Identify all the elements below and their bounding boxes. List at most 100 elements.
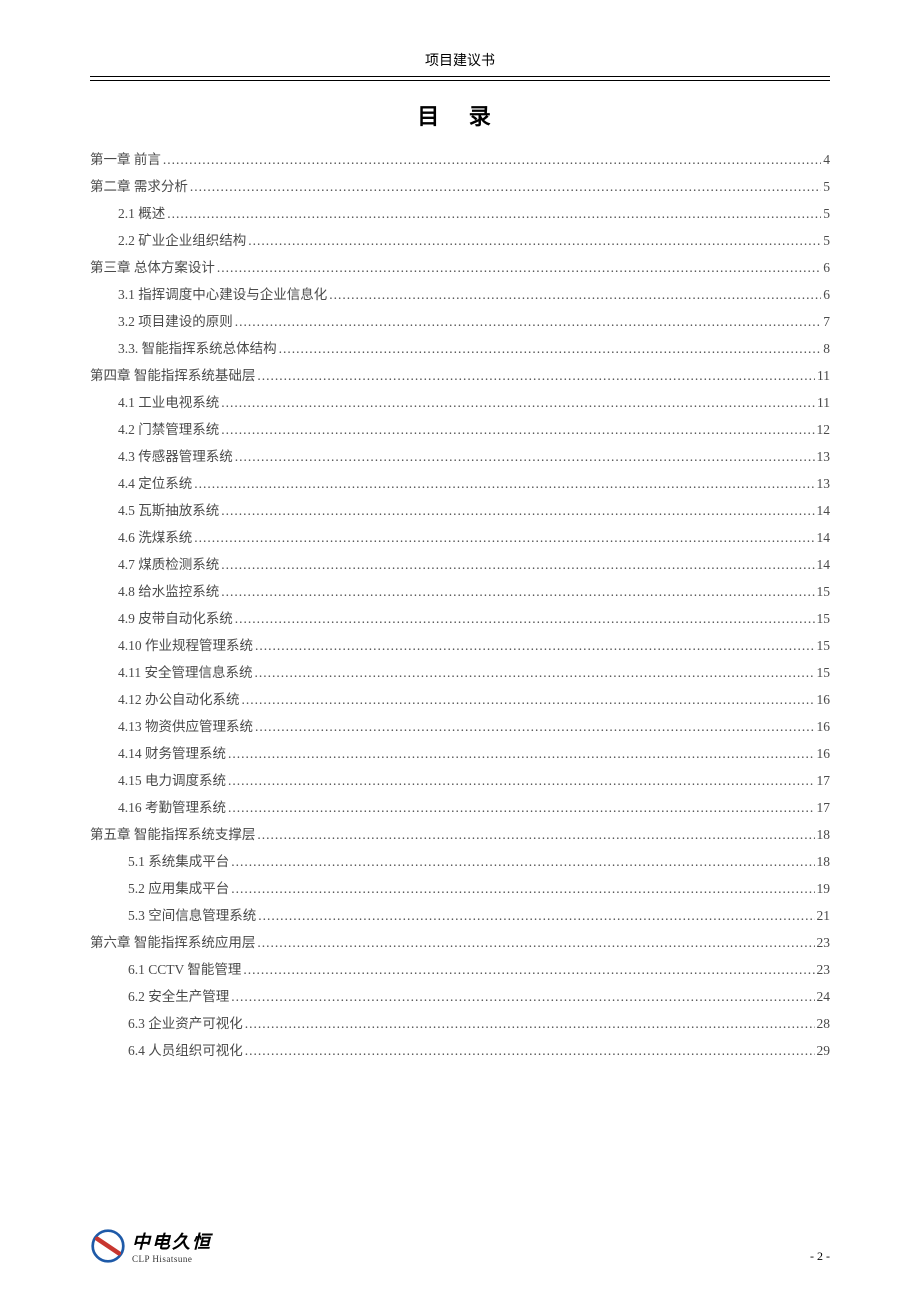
toc-entry: 5.1 系统集成平台18 [90, 855, 830, 869]
toc-entry-page: 5 [823, 234, 830, 248]
toc-entry-page: 6 [823, 261, 830, 275]
toc-entry-page: 21 [817, 909, 831, 923]
toc-leader-dots [228, 801, 815, 815]
toc-leader-dots [242, 693, 815, 707]
toc-entry-page: 6 [823, 288, 830, 302]
toc-entry: 4.6 洗煤系统 14 [90, 531, 830, 545]
toc-entry-label: 4.3 传感器管理系统 [118, 450, 233, 464]
toc-entry-label: 3.1 指挥调度中心建设与企业信息化 [118, 288, 327, 302]
toc-entry-page: 5 [823, 180, 830, 194]
toc-leader-dots [257, 828, 814, 842]
logo: 中电久恒 CLP Hisatsune [90, 1228, 212, 1264]
toc-entry: 第二章 需求分析5 [90, 180, 830, 194]
toc-entry-label: 5.2 应用集成平台 [128, 882, 229, 896]
toc-entry: 第五章 智能指挥系统支撑层18 [90, 828, 830, 842]
toc-entry-page: 11 [817, 369, 830, 383]
toc-leader-dots [255, 720, 815, 734]
toc-entry-label: 4.9 皮带自动化系统 [118, 612, 233, 626]
toc-entry-page: 15 [817, 585, 831, 599]
toc-entry-label: 第五章 智能指挥系统支撑层 [90, 828, 255, 842]
toc-entry: 第一章 前言 4 [90, 153, 830, 167]
toc-entry-page: 16 [817, 720, 831, 734]
toc-entry: 4.8 给水监控系统 15 [90, 585, 830, 599]
logo-mark-icon [90, 1228, 126, 1264]
toc-entry-label: 6.3 企业资产可视化 [128, 1017, 243, 1031]
toc-entry: 5.2 应用集成平台 19 [90, 882, 830, 896]
toc-entry-label: 4.2 门禁管理系统 [118, 423, 219, 437]
toc-entry: 4.11 安全管理信息系统15 [90, 666, 830, 680]
toc-entry: 4.3 传感器管理系统13 [90, 450, 830, 464]
toc-entry: 5.3 空间信息管理系统 21 [90, 909, 830, 923]
toc-leader-dots [279, 342, 822, 356]
toc-leader-dots [221, 585, 814, 599]
toc-leader-dots [329, 288, 821, 302]
toc-entry: 6.4 人员组织可视化 29 [90, 1044, 830, 1058]
toc-entry-page: 4 [823, 153, 830, 167]
toc-entry-label: 2.1 概述 [118, 207, 165, 221]
toc-leader-dots [221, 558, 814, 572]
toc-entry: 4.7 煤质检测系统14 [90, 558, 830, 572]
toc-entry: 第六章 智能指挥系统应用层 23 [90, 936, 830, 950]
toc-entry-label: 4.16 考勤管理系统 [118, 801, 226, 815]
header-divider [90, 80, 830, 81]
toc-entry-label: 4.15 电力调度系统 [118, 774, 226, 788]
toc-entry-label: 2.2 矿业企业组织结构 [118, 234, 246, 248]
toc-entry: 3.3. 智能指挥系统总体结构8 [90, 342, 830, 356]
toc-entry: 4.14 财务管理系统16 [90, 747, 830, 761]
toc-entry-page: 7 [823, 315, 830, 329]
toc-entry: 6.2 安全生产管理24 [90, 990, 830, 1004]
toc-entry-label: 4.5 瓦斯抽放系统 [118, 504, 219, 518]
toc-entry: 4.12 办公自动化系统16 [90, 693, 830, 707]
toc-entry-label: 6.4 人员组织可视化 [128, 1044, 243, 1058]
toc-title: 目 录 [90, 99, 830, 131]
logo-en-text: CLP Hisatsune [132, 1254, 212, 1264]
toc-leader-dots [190, 180, 821, 194]
toc-entry-page: 23 [817, 936, 831, 950]
toc-entry-page: 29 [817, 1044, 831, 1058]
toc-entry-page: 15 [817, 666, 831, 680]
toc-leader-dots [167, 207, 821, 221]
toc-entry-label: 4.8 给水监控系统 [118, 585, 219, 599]
toc-entry-label: 第三章 总体方案设计 [90, 261, 215, 275]
logo-text: 中电久恒 CLP Hisatsune [132, 1228, 212, 1264]
toc-entry-page: 14 [817, 531, 831, 545]
toc-leader-dots [245, 1017, 815, 1031]
toc-entry-label: 第一章 前言 [90, 153, 161, 167]
toc-leader-dots [255, 666, 815, 680]
toc-leader-dots [231, 990, 814, 1004]
toc-entry-page: 17 [817, 774, 831, 788]
page-footer: 中电久恒 CLP Hisatsune - 2 - [90, 1228, 830, 1264]
toc-entry: 4.13 物资供应管理系统16 [90, 720, 830, 734]
toc-entry-page: 14 [817, 504, 831, 518]
toc-entry-label: 第六章 智能指挥系统应用层 [90, 936, 255, 950]
toc-leader-dots [194, 531, 814, 545]
toc-entry: 3.1 指挥调度中心建设与企业信息化 6 [90, 288, 830, 302]
toc-leader-dots [258, 909, 814, 923]
toc-entry: 2.1 概述5 [90, 207, 830, 221]
toc-leader-dots [257, 936, 814, 950]
toc-leader-dots [243, 963, 814, 977]
toc-leader-dots [217, 261, 821, 275]
toc-entry-label: 5.3 空间信息管理系统 [128, 909, 256, 923]
toc-entry-label: 4.6 洗煤系统 [118, 531, 192, 545]
toc-leader-dots [231, 882, 814, 896]
toc-entry: 6.3 企业资产可视化28 [90, 1017, 830, 1031]
toc-entry-page: 8 [823, 342, 830, 356]
toc-entry: 4.15 电力调度系统 17 [90, 774, 830, 788]
toc-entry-page: 17 [817, 801, 831, 815]
toc-entry: 4.4 定位系统13 [90, 477, 830, 491]
toc-entry-label: 4.14 财务管理系统 [118, 747, 226, 761]
toc-entry-label: 3.2 项目建设的原则 [118, 315, 233, 329]
toc-entry-page: 19 [817, 882, 831, 896]
toc-leader-dots [228, 747, 815, 761]
toc-entry: 4.16 考勤管理系统 17 [90, 801, 830, 815]
toc-leader-dots [231, 855, 814, 869]
page-header-title: 项目建议书 [90, 50, 830, 77]
toc-list: 第一章 前言4第二章 需求分析52.1 概述52.2 矿业企业组织结构5第三章 … [90, 153, 830, 1058]
toc-leader-dots [221, 396, 815, 410]
toc-entry: 4.10 作业规程管理系统15 [90, 639, 830, 653]
toc-entry-page: 16 [817, 693, 831, 707]
toc-entry: 3.2 项目建设的原则 7 [90, 315, 830, 329]
toc-entry-page: 13 [817, 477, 831, 491]
toc-leader-dots [235, 315, 822, 329]
